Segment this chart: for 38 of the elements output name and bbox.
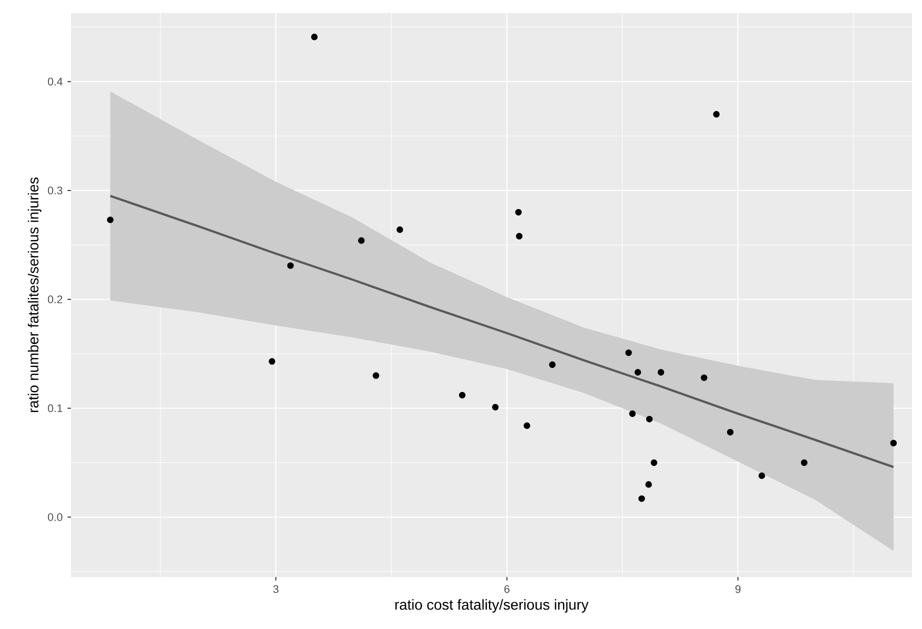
point <box>458 392 466 398</box>
x-tick-label: 6 <box>504 585 510 593</box>
point <box>287 262 294 269</box>
point <box>396 226 404 233</box>
point <box>645 481 652 488</box>
point <box>726 428 734 436</box>
point <box>713 110 720 118</box>
point <box>646 416 653 422</box>
x-tick-label: 3 <box>273 585 278 593</box>
point <box>372 372 380 379</box>
point <box>516 232 522 240</box>
y-tick-label: 0.4 <box>48 78 62 86</box>
y-tick-label: 0.1 <box>48 404 62 412</box>
point <box>268 358 276 365</box>
point <box>358 237 365 244</box>
point <box>515 208 522 216</box>
x-axis-title: ratio cost fatality/serious injury <box>395 599 589 613</box>
point <box>107 216 114 224</box>
point <box>700 374 708 382</box>
point <box>650 459 658 466</box>
point <box>758 472 766 480</box>
y-tick-label: 0.0 <box>48 513 62 522</box>
point <box>890 440 897 446</box>
point <box>634 369 642 376</box>
point <box>524 422 530 429</box>
y-axis-title: ratio number fatalites/serious injuries <box>28 178 42 412</box>
point <box>629 410 636 417</box>
point <box>492 404 499 410</box>
point <box>311 34 318 40</box>
line-series <box>109 194 895 468</box>
x-tick-label: 9 <box>735 585 740 593</box>
point <box>638 495 645 502</box>
y-tick-label: 0.3 <box>48 186 62 194</box>
point <box>658 369 664 376</box>
y-tick-label: 0.2 <box>48 295 62 304</box>
point <box>800 459 808 466</box>
point <box>625 349 632 356</box>
point <box>549 361 556 368</box>
